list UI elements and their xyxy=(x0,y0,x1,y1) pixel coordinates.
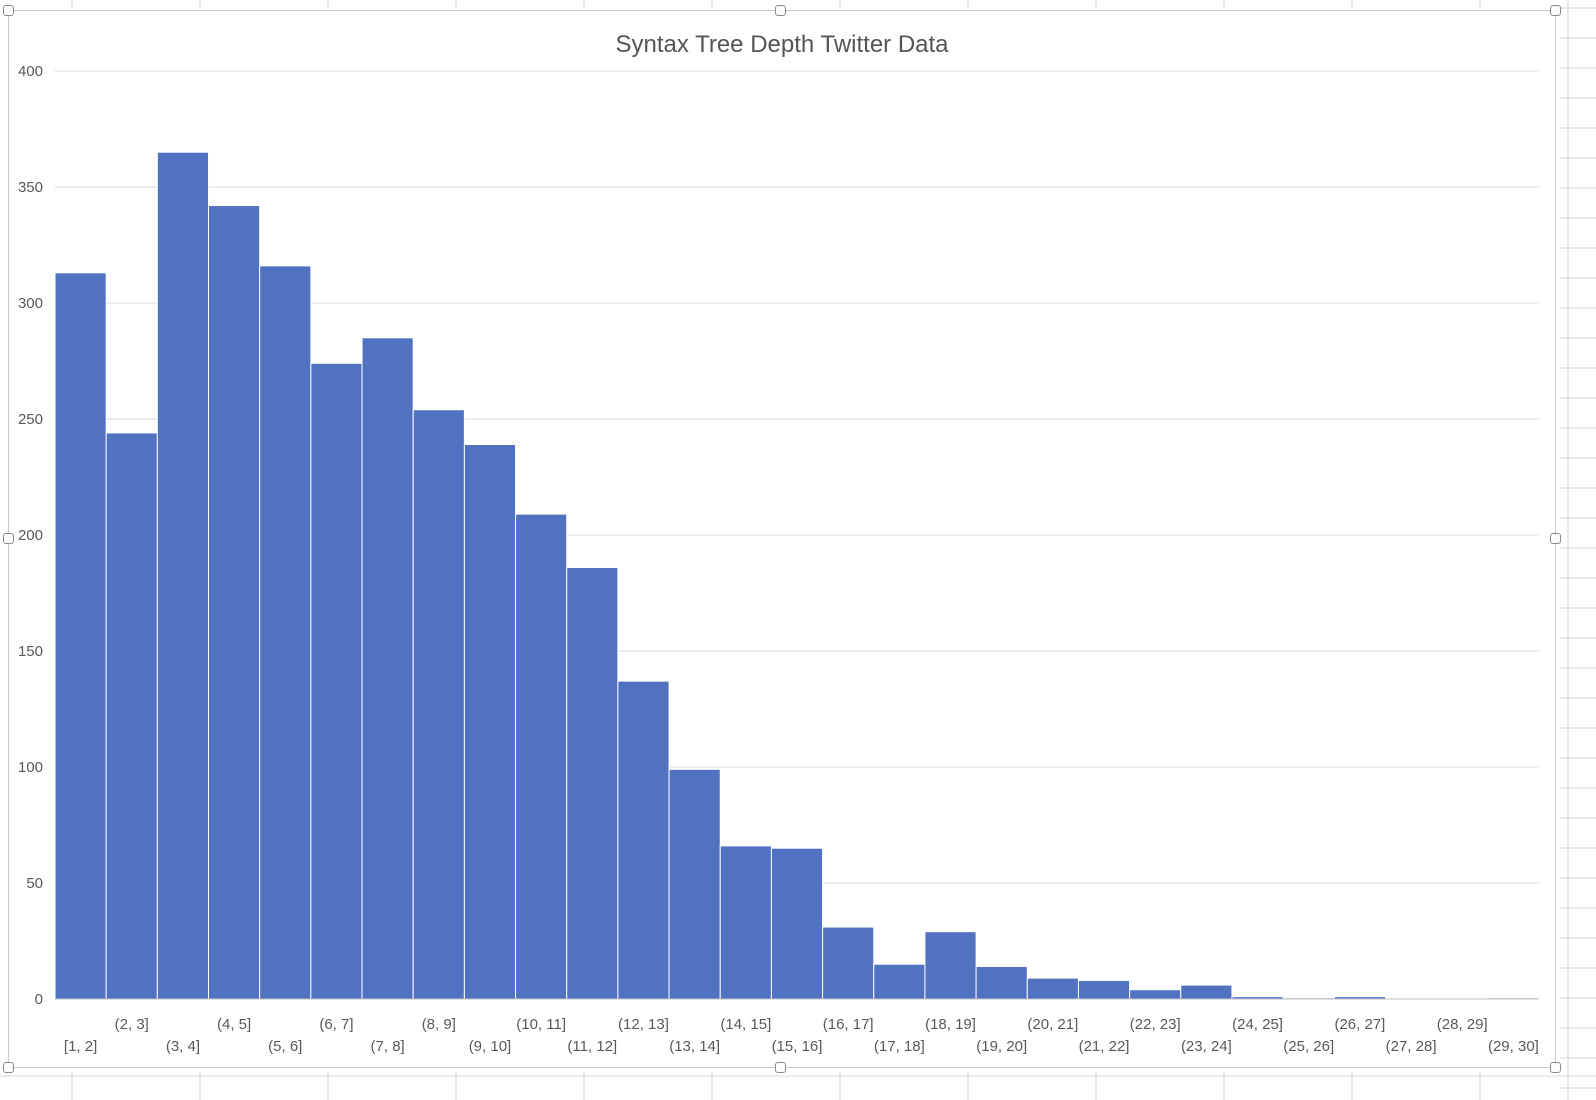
y-tick-label: 400 xyxy=(18,63,43,80)
bar-3[interactable] xyxy=(208,205,261,1000)
x-tick-label: [1, 2] xyxy=(64,1038,97,1055)
resize-handle-bottom[interactable] xyxy=(775,1062,786,1073)
bar-22[interactable] xyxy=(1180,984,1233,1000)
x-tick-label: (25, 26] xyxy=(1283,1038,1334,1055)
x-tick-label: (12, 13] xyxy=(618,1016,669,1033)
bar-13[interactable] xyxy=(719,845,772,1000)
bar-9[interactable] xyxy=(515,513,568,1000)
x-tick-label: (13, 14] xyxy=(669,1038,720,1055)
bar-14[interactable] xyxy=(770,847,824,1000)
x-tick-label: (22, 23] xyxy=(1130,1016,1181,1033)
bar-11[interactable] xyxy=(617,680,670,1000)
bar-18[interactable] xyxy=(975,966,1028,1000)
y-tick-label: 150 xyxy=(18,643,43,660)
resize-handle-top[interactable] xyxy=(775,5,786,16)
bar-0[interactable] xyxy=(54,272,107,1000)
x-tick-label: (8, 9] xyxy=(422,1016,456,1033)
y-tick-label: 350 xyxy=(18,179,43,196)
bar-21[interactable] xyxy=(1129,989,1182,1000)
x-tick-label: (27, 28] xyxy=(1386,1038,1437,1055)
bar-7[interactable] xyxy=(412,409,465,1000)
bar-2[interactable] xyxy=(156,151,210,1000)
chart-container[interactable]: Syntax Tree Depth Twitter Data 0 50 100 150… xyxy=(3,5,1561,1073)
x-tick-label: (29, 30] xyxy=(1488,1038,1539,1055)
y-tick-label: 50 xyxy=(26,875,43,892)
bar-19[interactable] xyxy=(1026,977,1079,1000)
bar-15[interactable] xyxy=(822,926,875,1000)
x-tick-label: (4, 5] xyxy=(217,1016,251,1033)
chart-plot-area: 0 50 100 150 200 250 300 350 400 [1, 2] (2, 3] (3, … xyxy=(18,63,1540,1055)
y-tick-label: 300 xyxy=(18,295,43,312)
x-tick-label: (17, 18] xyxy=(874,1038,925,1055)
x-tick-label: (16, 17] xyxy=(823,1016,874,1033)
x-tick-label: (6, 7] xyxy=(319,1016,353,1033)
x-tick-label: (19, 20] xyxy=(976,1038,1027,1055)
x-tick-label: (3, 4] xyxy=(166,1038,200,1055)
resize-handle-bottom-left[interactable] xyxy=(3,1062,14,1073)
x-tick-label: (18, 19] xyxy=(925,1016,976,1033)
resize-handle-top-right[interactable] xyxy=(1550,5,1561,16)
x-tick-label: (10, 11] xyxy=(516,1016,566,1033)
y-tick-label: 0 xyxy=(35,991,43,1008)
x-tick-label: (23, 24] xyxy=(1181,1038,1232,1055)
bar-17[interactable] xyxy=(924,931,977,1000)
x-tick-label: (20, 21] xyxy=(1027,1016,1078,1033)
y-tick-label: 250 xyxy=(18,411,43,428)
bar-5[interactable] xyxy=(310,362,363,1000)
x-tick-label: (14, 15] xyxy=(720,1016,771,1033)
bar-12[interactable] xyxy=(668,768,721,1000)
x-tick-label: (11, 12] xyxy=(567,1038,617,1055)
resize-handle-left[interactable] xyxy=(3,533,14,544)
bar-10[interactable] xyxy=(566,566,619,1000)
x-tick-label: (2, 3] xyxy=(115,1016,149,1033)
bar-20[interactable] xyxy=(1077,979,1131,1000)
x-tick-label: (9, 10] xyxy=(469,1038,512,1055)
resize-handle-bottom-right[interactable] xyxy=(1550,1062,1561,1073)
bar-4[interactable] xyxy=(259,265,312,1000)
x-tick-label: (5, 6] xyxy=(268,1038,302,1055)
y-tick-label: 200 xyxy=(18,527,43,544)
x-tick-label: (26, 27] xyxy=(1334,1016,1385,1033)
bar-6[interactable] xyxy=(361,337,414,1000)
bar-1[interactable] xyxy=(105,432,158,1000)
x-tick-label: (15, 16] xyxy=(772,1038,823,1055)
x-tick-label: (7, 8] xyxy=(371,1038,405,1055)
x-tick-label: (24, 25] xyxy=(1232,1016,1283,1033)
chart-title: Syntax Tree Depth Twitter Data xyxy=(615,31,949,58)
y-tick-label: 100 xyxy=(18,759,43,776)
x-tick-label: (21, 22] xyxy=(1079,1038,1130,1055)
bar-16[interactable] xyxy=(873,963,926,1000)
x-tick-label: (28, 29] xyxy=(1437,1016,1488,1033)
resize-handle-top-left[interactable] xyxy=(3,5,14,16)
resize-handle-right[interactable] xyxy=(1550,533,1561,544)
bar-8[interactable] xyxy=(463,444,517,1000)
